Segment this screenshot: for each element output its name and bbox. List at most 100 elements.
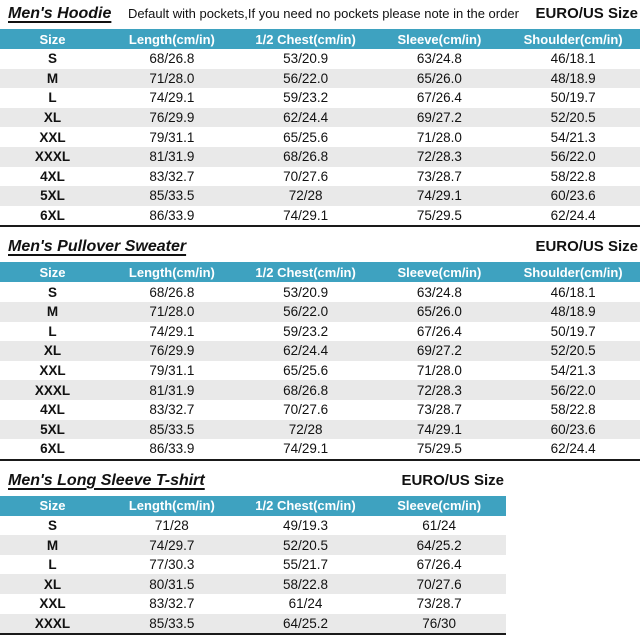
measurement-cell: 74/29.1 [416, 421, 462, 437]
column-header: Length(cm/in) [105, 29, 239, 49]
measurement-cell: 69/27.2 [416, 343, 462, 359]
measurement-cell: 83/32.7 [149, 402, 195, 418]
measurement-cell: 83/32.7 [149, 168, 195, 184]
size-cell: S [47, 51, 57, 67]
measurement-cell: 64/25.2 [416, 537, 462, 553]
section-header: Men's Pullover Sweater EURO/US Size [0, 238, 640, 260]
section-header: Men's Hoodie Default with pockets,If you… [0, 5, 640, 27]
measurement-cell: 76/30 [422, 615, 457, 631]
measurement-cell: 85/33.5 [149, 615, 195, 631]
measurement-cell: 56/22.0 [550, 149, 596, 165]
measurement-cell: 68/26.8 [283, 149, 329, 165]
measurement-cell: 79/31.1 [149, 129, 195, 145]
measurement-cell: 52/20.5 [282, 537, 328, 553]
size-cell: M [46, 537, 59, 553]
section-hoodie: Men's Hoodie Default with pockets,If you… [0, 5, 640, 228]
measurement-cell: 75/29.5 [416, 441, 462, 457]
table-row: 6XL 86/33.9 74/29.1 75/29.5 62/24.4 [0, 206, 640, 227]
size-cell: XL [43, 110, 62, 126]
measurement-cell: 72/28 [288, 421, 323, 437]
measurement-cell: 81/31.9 [149, 149, 195, 165]
table-row: XXXL 85/33.5 64/25.2 76/30 [0, 613, 506, 635]
size-cell: XXL [39, 129, 66, 145]
measurement-cell: 74/29.1 [149, 323, 195, 339]
measurement-cell: 50/19.7 [550, 90, 596, 106]
measurement-cell: 62/24.4 [283, 343, 329, 359]
table-row: S 68/26.8 53/20.9 63/24.8 46/18.1 [0, 49, 640, 69]
measurement-cell: 73/28.7 [416, 168, 462, 184]
measurement-cell: 77/30.3 [149, 557, 195, 573]
header-row: Size Length(cm/in) 1/2 Chest(cm/in) Sleeve(… [0, 262, 640, 283]
measurement-cell: 75/29.5 [416, 208, 462, 224]
measurement-cell: 68/26.8 [283, 382, 329, 398]
table-row: 5XL 85/33.5 72/28 74/29.1 60/23.6 [0, 186, 640, 206]
measurement-cell: 54/21.3 [550, 363, 596, 379]
size-cell: XXXL [34, 615, 71, 631]
header-row: Size Length(cm/in) 1/2 Chest(cm/in) Sleeve(… [0, 495, 506, 516]
measurement-cell: 74/29.1 [149, 90, 195, 106]
measurement-cell: 60/23.6 [550, 188, 596, 204]
table-row: M 71/28.0 56/22.0 65/26.0 48/18.9 [0, 68, 640, 89]
column-header: Size [0, 495, 105, 516]
column-header: Size [0, 262, 105, 283]
column-header: Sleeve(cm/in) [372, 262, 507, 283]
section-title: Men's Pullover Sweater [8, 238, 187, 256]
measurement-cell: 70/27.6 [283, 402, 329, 418]
measurement-cell: 73/28.7 [416, 402, 462, 418]
section-title: Men's Hoodie [8, 5, 112, 22]
size-cell: M [46, 70, 59, 86]
measurement-cell: 80/31.5 [149, 576, 195, 592]
size-standard-label: EURO/US Size [535, 5, 638, 22]
section-long-sleeve-tshirt: Men's Long Sleeve T-shirt EURO/US Size S… [0, 472, 640, 636]
measurement-cell: 71/28.0 [149, 304, 195, 320]
table-row: L 74/29.1 59/23.2 67/26.4 50/19.7 [0, 88, 640, 108]
measurement-cell: 71/28.0 [416, 363, 462, 379]
measurement-cell: 74/29.1 [283, 441, 329, 457]
size-table: Size Length(cm/in) 1/2 Chest(cm/in) Sleeve(… [0, 262, 640, 461]
measurement-cell: 63/24.8 [416, 51, 462, 67]
measurement-cell: 59/23.2 [283, 90, 329, 106]
column-header: Sleeve(cm/in) [372, 495, 506, 516]
measurement-cell: 65/26.0 [416, 70, 462, 86]
measurement-cell: 70/27.6 [416, 576, 462, 592]
size-cell: S [47, 517, 57, 533]
measurement-cell: 52/20.5 [550, 343, 596, 359]
pockets-note: Default with pockets,If you need no pock… [127, 6, 519, 21]
measurement-cell: 49/19.3 [282, 517, 328, 533]
measurement-cell: 76/29.9 [149, 343, 195, 359]
table-row: L 74/29.1 59/23.2 67/26.4 50/19.7 [0, 322, 640, 342]
size-cell: 5XL [40, 421, 65, 437]
table-row: XXL 79/31.1 65/25.6 71/28.0 54/21.3 [0, 127, 640, 147]
measurement-cell: 65/25.6 [283, 129, 329, 145]
measurement-cell: 58/22.8 [550, 402, 596, 418]
measurement-cell: 72/28.3 [416, 382, 462, 398]
size-cell: XXL [39, 596, 66, 612]
size-cell: 4XL [40, 168, 65, 184]
measurement-cell: 74/29.7 [149, 537, 195, 553]
size-table: Size Length(cm/in) 1/2 Chest(cm/in) Sleeve(… [0, 29, 640, 228]
measurement-cell: 46/18.1 [550, 284, 596, 300]
table-row: S 71/28 49/19.3 61/24 [0, 516, 506, 536]
section-title: Men's Long Sleeve T-shirt [8, 471, 205, 489]
measurement-cell: 83/32.7 [149, 596, 195, 612]
column-header: 1/2 Chest(cm/in) [238, 262, 373, 283]
measurement-cell: 62/24.4 [283, 110, 329, 126]
measurement-cell: 58/22.8 [550, 168, 596, 184]
measurement-cell: 71/28.0 [149, 70, 195, 86]
size-cell: XXL [39, 363, 66, 379]
table-row: XXL 83/32.7 61/24 73/28.7 [0, 594, 506, 614]
table-row: 5XL 85/33.5 72/28 74/29.1 60/23.6 [0, 419, 640, 440]
measurement-cell: 67/26.4 [416, 323, 462, 339]
size-cell: 6XL [40, 208, 65, 224]
table-row: M 74/29.7 52/20.5 64/25.2 [0, 535, 506, 555]
measurement-cell: 67/26.4 [416, 90, 462, 106]
measurement-cell: 68/26.8 [149, 284, 195, 300]
measurement-cell: 56/22.0 [283, 70, 329, 86]
measurement-cell: 63/24.8 [416, 284, 462, 300]
measurement-cell: 79/31.1 [149, 363, 195, 379]
size-cell: S [47, 284, 57, 300]
measurement-cell: 59/23.2 [283, 323, 329, 339]
measurement-cell: 55/21.7 [282, 557, 328, 573]
column-header: Sleeve(cm/in) [372, 29, 507, 49]
